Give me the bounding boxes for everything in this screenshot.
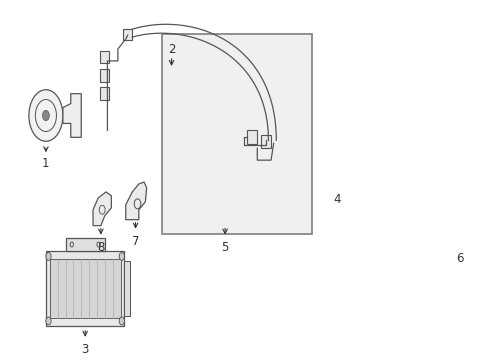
Text: 4: 4 bbox=[334, 193, 341, 206]
Text: 5: 5 bbox=[221, 241, 229, 254]
Bar bbox=[99, 87, 109, 100]
Bar bbox=[247, 130, 257, 144]
Bar bbox=[46, 251, 124, 326]
Bar bbox=[123, 29, 132, 40]
Bar bbox=[99, 69, 109, 82]
Circle shape bbox=[119, 317, 124, 325]
Bar bbox=[261, 135, 271, 148]
Polygon shape bbox=[93, 192, 111, 226]
Bar bbox=[99, 51, 109, 63]
Text: 7: 7 bbox=[132, 235, 139, 248]
Circle shape bbox=[46, 252, 51, 260]
Circle shape bbox=[29, 90, 63, 141]
Polygon shape bbox=[126, 182, 147, 220]
Bar bbox=[124, 261, 130, 316]
Polygon shape bbox=[435, 203, 448, 227]
Circle shape bbox=[46, 317, 51, 325]
Bar bbox=[162, 33, 313, 234]
Circle shape bbox=[43, 111, 49, 121]
Text: 1: 1 bbox=[42, 157, 49, 170]
Text: 8: 8 bbox=[97, 241, 104, 254]
Circle shape bbox=[119, 252, 124, 260]
Text: 3: 3 bbox=[81, 343, 89, 356]
Text: 6: 6 bbox=[456, 252, 464, 265]
Bar bbox=[478, 207, 487, 223]
Bar bbox=[66, 238, 105, 251]
Circle shape bbox=[489, 187, 490, 213]
Circle shape bbox=[448, 197, 471, 233]
Bar bbox=[50, 260, 121, 318]
Circle shape bbox=[457, 211, 462, 219]
Polygon shape bbox=[63, 94, 81, 137]
Text: 2: 2 bbox=[168, 42, 175, 55]
